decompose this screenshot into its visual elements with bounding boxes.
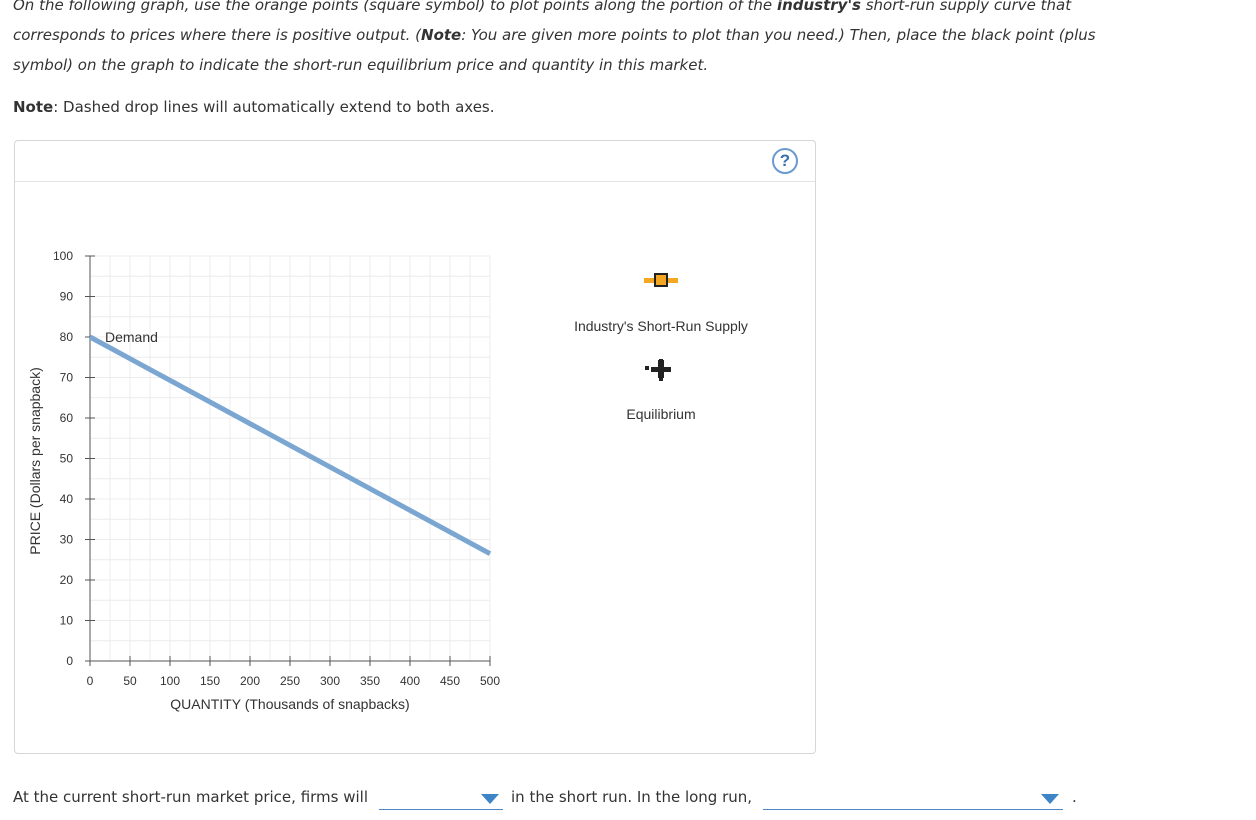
x-tick-label: 400 [400, 674, 420, 688]
x-tick-label: 0 [87, 674, 94, 688]
chart-series[interactable]: Demand [88, 329, 492, 556]
x-tick-label: 150 [200, 674, 220, 688]
demand-curve-label: Demand [105, 329, 158, 345]
x-tick-label: 450 [440, 674, 460, 688]
y-tick-label: 20 [60, 573, 74, 587]
x-tick-label: 300 [320, 674, 340, 688]
palette-supply-label: Industry's Short-Run Supply [574, 318, 748, 334]
y-tick-label: 0 [66, 654, 73, 668]
x-tick-label: 200 [240, 674, 260, 688]
x-tick-label: 250 [280, 674, 300, 688]
dropdown-short-run[interactable] [379, 789, 503, 810]
chevron-down-icon[interactable] [481, 794, 499, 804]
instructions-text-2: short-run supply curve that corresponds … [13, 0, 1072, 44]
drop-lines-note: Note: Dashed drop lines will automatical… [13, 98, 495, 116]
y-axis-label: PRICE (Dollars per snapback) [27, 367, 43, 555]
note-label: Note [13, 98, 54, 116]
axis-ticks: 0 50 100 150 200 250 300 350 400 450 500 0 10 20 30 40 5… [53, 249, 500, 688]
graph-panel-header: ? [15, 141, 815, 182]
graph-panel: ? 0 50 100 150 200 250 300 350 400 450 500 0 10 20 30 4… [14, 140, 816, 754]
demand-curve[interactable] [88, 334, 492, 556]
grid-lines [90, 255, 491, 661]
note-text: : Dashed drop lines will automatically e… [53, 98, 495, 116]
x-tick-label: 100 [160, 674, 180, 688]
x-tick-label: 350 [360, 674, 380, 688]
chevron-down-icon[interactable] [1041, 794, 1059, 804]
y-tick-label: 90 [60, 290, 74, 304]
palette-equilibrium-item[interactable]: Equilibrium [626, 359, 696, 422]
x-tick-label: 500 [480, 674, 500, 688]
bottom-sentence-part2: in the short run. In the long run, [511, 788, 753, 806]
y-tick-label: 80 [60, 330, 74, 344]
graph-svg[interactable]: 0 50 100 150 200 250 300 350 400 450 500 0 10 20 30 40 5… [15, 141, 815, 753]
dropdown-long-run[interactable] [763, 789, 1063, 810]
instructions-text-3: : You are given more points to plot than… [13, 26, 1096, 74]
instructions: On the following graph, use the orange p… [13, 0, 1133, 80]
y-tick-label: 10 [60, 614, 74, 628]
y-tick-label: 30 [60, 533, 74, 547]
black-plus-icon[interactable] [645, 359, 671, 381]
bottom-sentence-part1: At the current short-run market price, f… [13, 788, 369, 806]
palette-equilibrium-label: Equilibrium [626, 406, 695, 422]
y-tick-label: 60 [60, 411, 74, 425]
y-tick-label: 50 [60, 452, 74, 466]
y-tick-label: 100 [53, 249, 73, 263]
y-tick-label: 40 [60, 492, 74, 506]
help-button[interactable]: ? [772, 148, 798, 174]
bottom-sentence-end: . [1072, 788, 1077, 806]
instructions-text-1: On the following graph, use the orange p… [13, 0, 777, 14]
orange-square-icon[interactable] [644, 273, 678, 287]
x-axis-label: QUANTITY (Thousands of snapbacks) [170, 696, 409, 712]
palette-supply-item[interactable]: Industry's Short-Run Supply [574, 273, 748, 334]
instructions-note-label: Note [421, 26, 462, 44]
y-tick-label: 70 [60, 371, 74, 385]
instructions-bold-industry: industry's [776, 0, 861, 14]
x-tick-label: 50 [123, 674, 137, 688]
